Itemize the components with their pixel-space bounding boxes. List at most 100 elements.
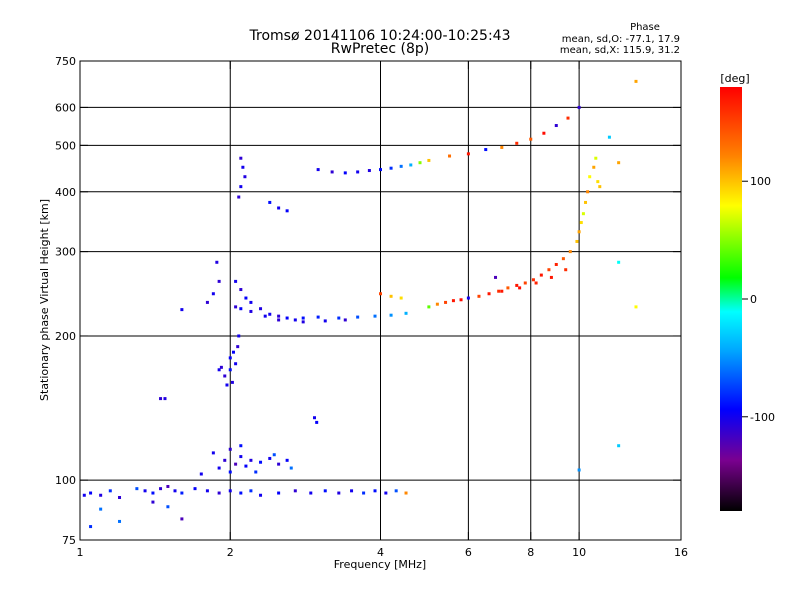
data-point (89, 491, 93, 495)
data-point (323, 489, 327, 493)
data-point (234, 462, 238, 466)
data-point (529, 137, 533, 141)
y-tick-label: 200 (55, 330, 76, 343)
data-point (289, 466, 293, 470)
data-point (293, 489, 297, 493)
data-point (594, 156, 598, 160)
data-point (598, 185, 602, 189)
data-point (634, 79, 638, 83)
data-point (215, 260, 219, 264)
data-point (418, 161, 422, 165)
data-point (506, 286, 510, 290)
data-point (228, 447, 232, 451)
data-point (159, 397, 163, 401)
data-point (217, 368, 221, 372)
data-point (343, 171, 347, 175)
data-point (399, 164, 403, 168)
data-point (404, 311, 408, 315)
data-point (99, 493, 103, 497)
data-point (356, 315, 360, 319)
data-point (241, 165, 245, 169)
data-point (166, 484, 170, 488)
data-point (82, 493, 86, 497)
data-point (180, 517, 184, 521)
data-point (193, 487, 197, 491)
data-point (249, 458, 253, 462)
data-point (459, 298, 463, 302)
data-point (584, 200, 588, 204)
data-point (534, 281, 538, 285)
data-point (547, 268, 551, 272)
data-point (219, 365, 223, 369)
data-point (350, 489, 354, 493)
data-point (617, 260, 621, 264)
data-point (448, 154, 452, 158)
x-axis-label: Frequency [MHz] (334, 558, 426, 571)
data-point (99, 507, 103, 511)
data-point (577, 105, 581, 109)
data-point (135, 487, 139, 491)
data-point (285, 316, 289, 320)
data-point (244, 296, 248, 300)
colorbar-label: [deg] (720, 72, 749, 85)
data-point (231, 350, 235, 354)
data-point (554, 262, 558, 266)
data-point (518, 286, 522, 290)
x-axis: 1 2 4 6 8 10 16 (77, 61, 688, 559)
data-point (451, 299, 455, 303)
data-point (315, 420, 319, 424)
data-point (444, 300, 448, 304)
data-point (549, 275, 553, 279)
data-point (239, 455, 243, 459)
data-point (362, 491, 366, 495)
data-point (217, 279, 221, 283)
data-point (337, 316, 341, 320)
data-point (330, 170, 334, 174)
data-point (228, 356, 232, 360)
data-point (239, 185, 243, 189)
data-point (285, 209, 289, 213)
data-point (263, 314, 267, 318)
data-point (228, 470, 232, 474)
data-point (118, 519, 122, 523)
data-point (373, 314, 377, 318)
phase-stats-heading: Phase (630, 22, 660, 33)
data-point (373, 489, 377, 493)
data-point (228, 489, 232, 493)
data-point (223, 458, 227, 462)
y-tick-label: 400 (55, 186, 76, 199)
y-tick-label: 750 (55, 55, 76, 68)
data-point (515, 141, 519, 145)
data-point (367, 169, 371, 173)
data-point (249, 489, 253, 493)
data-point (259, 307, 263, 311)
colorbar-tick-label: 100 (750, 175, 771, 188)
data-point (497, 289, 501, 293)
data-point (173, 489, 177, 493)
data-point (272, 453, 276, 457)
data-point (500, 145, 504, 149)
data-point (577, 468, 581, 472)
data-point (277, 462, 281, 466)
data-point (568, 250, 572, 254)
x-tick-label: 6 (465, 546, 472, 559)
data-point (316, 168, 320, 172)
y-axis: 75 100 200 300 400 500 600 750 (55, 55, 681, 547)
data-point (277, 491, 281, 495)
phase-stats-x-mode: mean, sd,X: 115.9, 31.2 (560, 45, 680, 56)
data-point (323, 319, 327, 323)
data-point (542, 131, 546, 135)
y-tick-label: 600 (55, 101, 76, 114)
data-point (239, 491, 243, 495)
colorbar-ticks: 100 0 -100 (742, 175, 775, 424)
data-point (384, 491, 388, 495)
data-points (82, 79, 638, 529)
data-point (617, 161, 621, 165)
data-point (577, 230, 581, 234)
data-point (239, 307, 243, 311)
y-axis-label: Stationary phase Virtual Height [km] (38, 199, 51, 401)
x-tick-label: 8 (527, 546, 534, 559)
data-point (389, 294, 393, 298)
data-point (89, 525, 93, 529)
